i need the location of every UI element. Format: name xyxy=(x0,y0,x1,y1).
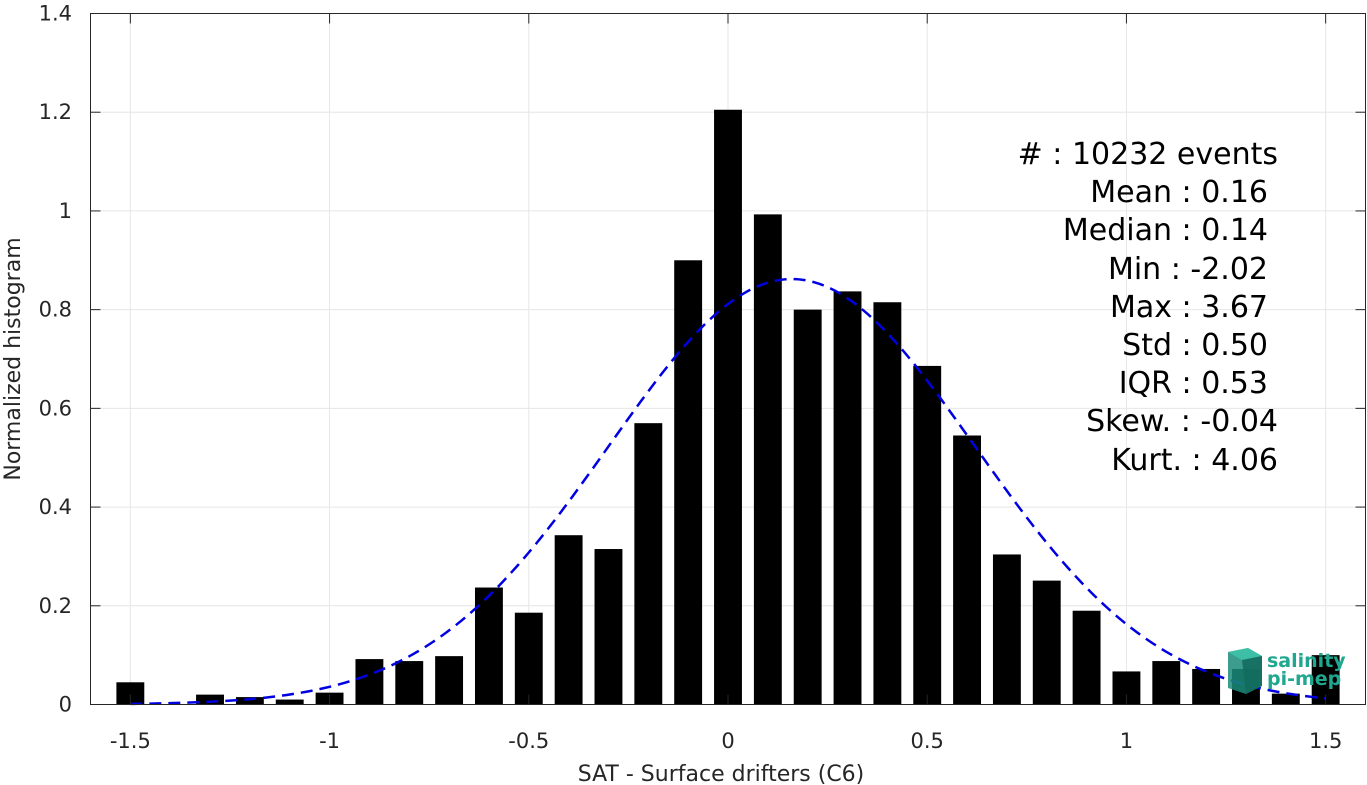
stat-median: Median : 0.14 xyxy=(1063,213,1268,248)
stat-std: Std : 0.50 xyxy=(1122,328,1268,363)
histogram-bar xyxy=(913,365,942,705)
logo-line1: salinity xyxy=(1267,650,1346,672)
y-tick-label: 0 xyxy=(59,693,72,717)
histogram-bar xyxy=(753,214,782,705)
histogram-bar xyxy=(634,423,663,705)
histogram-bar xyxy=(714,109,742,705)
x-axis-label: SAT - Surface drifters (C6) xyxy=(578,762,865,785)
x-tick-label: -0.5 xyxy=(508,729,549,753)
x-tick-label: 1.5 xyxy=(1309,729,1342,753)
y-tick-label: 0.8 xyxy=(39,298,72,322)
axis-ticks xyxy=(90,13,1366,705)
x-tick-labels: -1.5 -1 -0.5 0 0.5 1 1.5 xyxy=(110,729,1343,753)
histogram-bar xyxy=(554,535,583,705)
histogram-bar xyxy=(674,260,703,705)
stat-min: Min : -2.02 xyxy=(1108,252,1268,287)
y-tick-label: 1 xyxy=(59,199,72,223)
y-tick-label: 0.4 xyxy=(39,495,72,519)
histogram-bar xyxy=(196,694,224,705)
histogram-bar xyxy=(1032,580,1061,705)
x-tick-label: -1.5 xyxy=(110,729,151,753)
stats-annotation: # : 10232 events Mean : 0.16 Median : 0.… xyxy=(1018,137,1278,478)
histogram-bars xyxy=(116,109,1340,705)
stat-events: # : 10232 events xyxy=(1018,137,1278,172)
x-tick-label: 1 xyxy=(1120,729,1133,753)
histogram-bar xyxy=(793,309,822,705)
stat-iqr: IQR : 0.53 xyxy=(1119,366,1268,401)
stat-kurt: Kurt. : 4.06 xyxy=(1111,443,1278,478)
logo-line2: pi-mep xyxy=(1267,668,1341,690)
histogram-bar xyxy=(873,302,902,705)
histogram-bar xyxy=(992,554,1021,705)
y-tick-label: 1.4 xyxy=(39,2,72,26)
histogram-bar xyxy=(355,659,384,705)
x-tick-label: 0 xyxy=(721,729,734,753)
y-tick-label: 0.2 xyxy=(39,594,72,618)
histogram-bar xyxy=(435,656,464,705)
histogram-bar xyxy=(395,661,424,705)
cube-icon xyxy=(1228,648,1262,694)
histogram-bar xyxy=(275,699,304,705)
histogram-bar xyxy=(235,697,264,705)
histogram-bar xyxy=(833,291,862,705)
histogram-bar xyxy=(1152,661,1181,705)
stat-skew: Skew. : -0.04 xyxy=(1086,404,1278,439)
stat-max: Max : 3.67 xyxy=(1110,290,1268,325)
y-tick-label: 1.2 xyxy=(39,100,72,124)
y-axis-label: Normalized histogram xyxy=(1,237,26,480)
histogram-bar xyxy=(1072,610,1101,705)
histogram-bar xyxy=(1271,693,1300,705)
x-tick-label: 0.5 xyxy=(911,729,944,753)
stat-mean: Mean : 0.16 xyxy=(1090,175,1268,210)
histogram-bar xyxy=(116,682,145,705)
gaussian-fit-curve xyxy=(130,277,1326,706)
histogram-bar xyxy=(514,612,543,705)
y-tick-label: 0.6 xyxy=(39,396,72,420)
salinity-pi-mep-logo: salinity pi-mep xyxy=(1228,648,1346,694)
histogram-bar xyxy=(594,549,623,705)
x-tick-label: -1 xyxy=(319,729,340,753)
histogram-bar xyxy=(953,435,982,705)
y-tick-labels: 0 0.2 0.4 0.6 0.8 1 1.2 1.4 xyxy=(39,2,72,717)
histogram-bar xyxy=(474,587,503,705)
